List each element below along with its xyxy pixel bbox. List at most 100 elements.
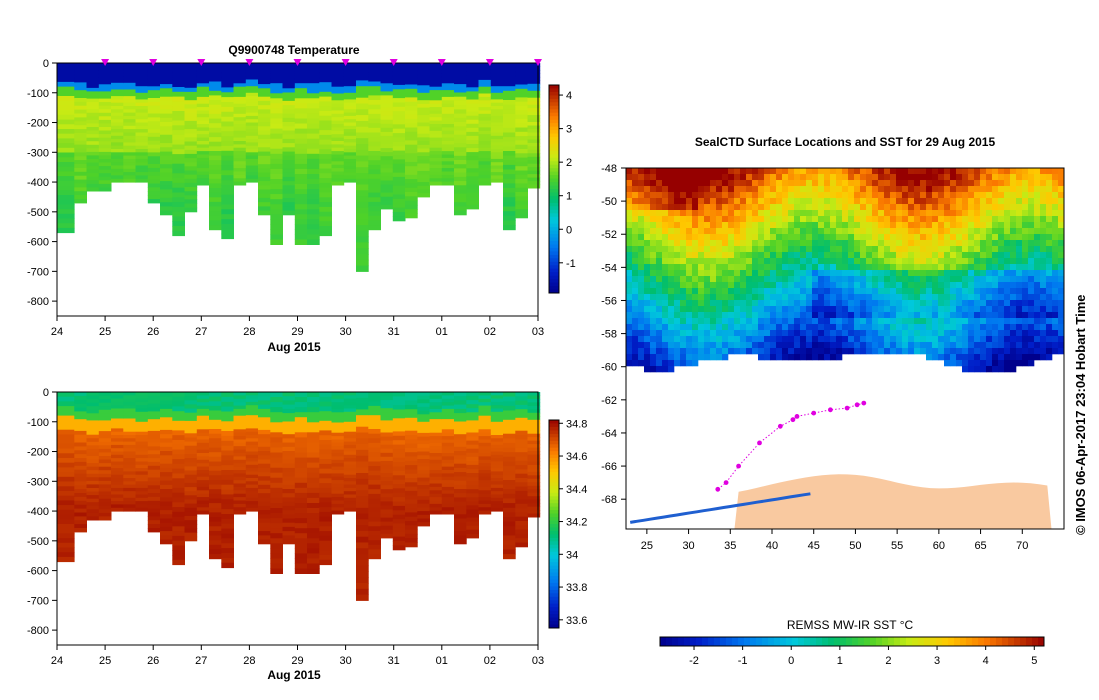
sst-cell xyxy=(770,234,777,241)
profile-cell xyxy=(454,181,467,186)
sst-cell xyxy=(926,342,933,349)
profile-cell xyxy=(307,158,320,165)
profile-cell xyxy=(527,101,541,106)
profile-cell xyxy=(454,489,467,494)
profile-cell xyxy=(368,155,381,161)
profile-cell xyxy=(282,459,296,465)
profile-cell xyxy=(319,139,332,145)
profile-cell xyxy=(123,119,136,123)
profile-cell xyxy=(343,398,357,403)
profile-cell xyxy=(123,448,136,452)
profile-cell xyxy=(196,130,210,135)
colorbar-cell xyxy=(549,513,559,518)
profile-column xyxy=(490,63,504,183)
profile-cell xyxy=(441,154,455,159)
profile-cell xyxy=(98,431,112,436)
profile-cell xyxy=(441,157,455,162)
sst-cell xyxy=(944,222,951,229)
sst-cell xyxy=(716,258,723,265)
profile-cell xyxy=(147,140,161,146)
profile-cell xyxy=(503,137,516,143)
sst-cell xyxy=(626,288,633,295)
profile-cell xyxy=(515,542,528,548)
profile-cell xyxy=(258,514,271,519)
sst-cell xyxy=(920,228,927,235)
profile-cell xyxy=(527,149,541,154)
sst-cell xyxy=(668,186,675,193)
sst-cell xyxy=(938,216,945,223)
sst-cell xyxy=(626,216,633,223)
sst-cell xyxy=(806,192,813,199)
profile-cell xyxy=(270,513,283,519)
profile-cell xyxy=(503,466,516,472)
sst-cell xyxy=(782,324,789,331)
profile-cell xyxy=(209,197,222,203)
profile-column xyxy=(123,63,136,183)
sst-cell xyxy=(650,180,657,187)
profile-cell xyxy=(441,483,455,488)
sst-cell xyxy=(740,216,747,223)
profile-cell xyxy=(527,104,541,109)
profile-cell xyxy=(307,194,320,200)
profile-cell xyxy=(98,459,112,464)
profile-cell xyxy=(515,409,528,414)
sst-cell xyxy=(854,312,861,319)
sst-cell xyxy=(800,330,807,337)
colorbar-cell xyxy=(549,451,559,456)
profile-cell xyxy=(209,81,222,87)
sst-cell xyxy=(854,222,861,229)
profile-cell xyxy=(380,152,394,157)
x-tick-label: 01 xyxy=(436,655,448,667)
profile-cell xyxy=(466,192,479,198)
sst-cell xyxy=(818,342,825,349)
profile-cell xyxy=(466,456,479,462)
sst-cell xyxy=(872,258,879,265)
sst-cell xyxy=(836,222,843,229)
profile-cell xyxy=(221,553,234,559)
profile-cell xyxy=(478,161,492,166)
sst-cell xyxy=(914,342,921,349)
profile-cell xyxy=(503,424,516,430)
colorbar-cell xyxy=(549,182,559,187)
profile-cell xyxy=(282,151,296,157)
profile-cell xyxy=(356,449,369,457)
profile-cell xyxy=(454,484,467,490)
sst-cell xyxy=(656,294,663,301)
profile-cell xyxy=(417,92,430,97)
profile-cell xyxy=(282,476,296,481)
x-tick-label: 31 xyxy=(388,655,400,667)
profile-cell xyxy=(392,146,406,152)
profile-cell xyxy=(380,176,394,181)
profile-cell xyxy=(74,485,87,490)
profile-cell xyxy=(123,458,136,462)
sst-cell xyxy=(878,204,885,211)
profile-cell xyxy=(356,565,369,572)
profile-cell xyxy=(282,71,296,77)
profile-cell xyxy=(172,540,185,546)
sst-cell xyxy=(902,270,909,277)
sst-cell xyxy=(878,342,885,349)
profile-cell xyxy=(282,404,296,410)
profile-cell xyxy=(196,137,210,142)
sst-cell xyxy=(740,288,747,295)
sst-cell xyxy=(650,312,657,319)
sst-cell xyxy=(746,186,753,193)
profile-cell xyxy=(368,433,381,439)
profile-cell xyxy=(123,122,136,127)
sst-cell xyxy=(770,342,777,349)
profile-cell xyxy=(405,192,418,197)
profile-cell xyxy=(258,413,271,418)
profile-cell xyxy=(294,219,308,225)
profile-cell xyxy=(160,117,173,123)
profile-cell xyxy=(209,174,222,180)
sst-cell xyxy=(632,336,639,343)
x-tick-label: 24 xyxy=(51,326,63,338)
profile-cell xyxy=(209,535,222,541)
sst-cell xyxy=(890,222,897,229)
sst-cell xyxy=(830,306,837,313)
profile-cell xyxy=(478,127,492,132)
profile-cell xyxy=(184,116,198,122)
sst-cell xyxy=(818,252,825,259)
sst-cell xyxy=(770,180,777,187)
profile-cell xyxy=(184,524,198,529)
